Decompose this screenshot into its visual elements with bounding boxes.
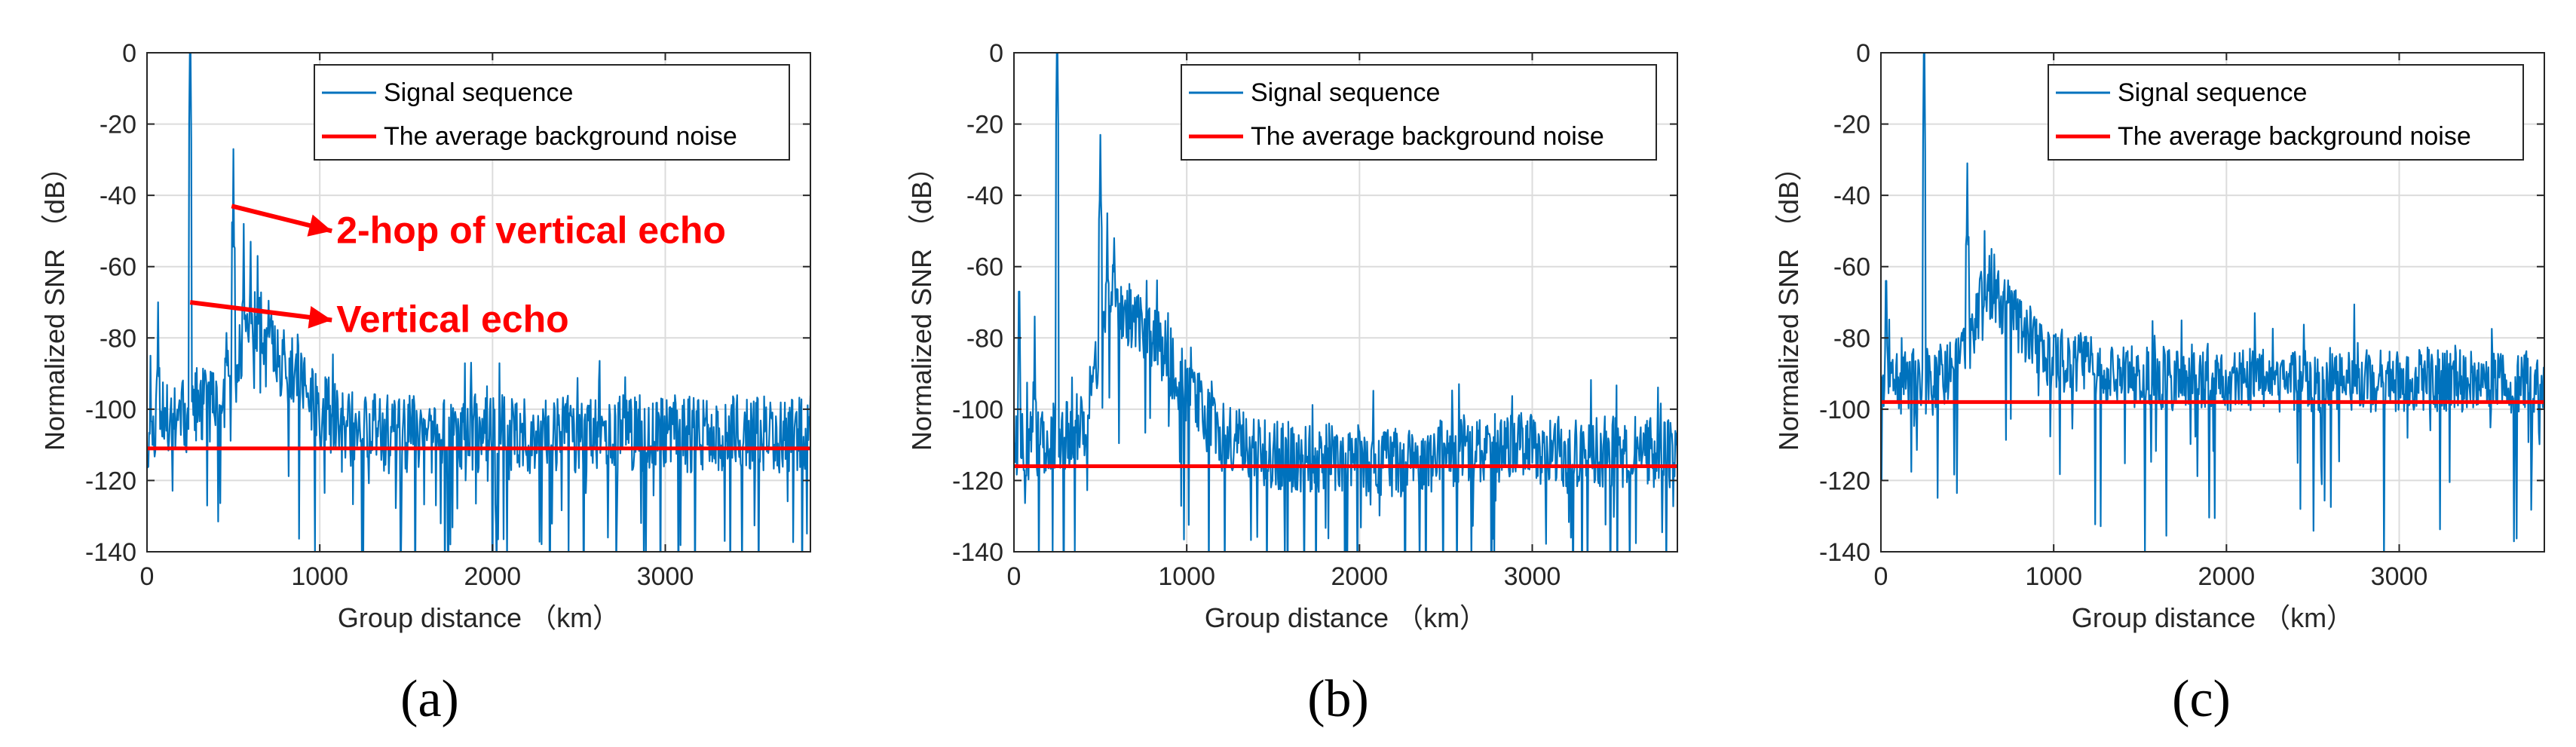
x-axis-label: Group distance （km）	[2072, 602, 2354, 633]
legend-signal-label: Signal sequence	[1251, 78, 1440, 107]
x-tick-label: 3000	[2371, 562, 2428, 591]
y-tick-label: -20	[966, 111, 1003, 139]
legend: Signal sequence The average background no…	[314, 64, 790, 161]
legend: Signal sequence The average background no…	[1181, 64, 1657, 161]
legend-noise-label: The average background noise	[2118, 122, 2471, 151]
y-tick-label: -140	[1819, 538, 1870, 567]
chart-panel-c: 0 1000 2000 3000 0 -20 -40 -60 -80 -100 -120 -140 Gr…	[1773, 39, 2545, 728]
legend: Signal sequence The average background no…	[2048, 64, 2524, 161]
axes-box	[146, 52, 811, 553]
legend-noise-label: The average background noise	[1251, 122, 1604, 151]
y-tick-label: -80	[1833, 324, 1870, 353]
y-tick-label: -60	[1833, 253, 1870, 282]
chart-panel-a: 0 1000 2000 3000 0 -20 -40 -60 -80 -100 -120 -140 Gr…	[39, 39, 811, 728]
x-tick-label: 2000	[2198, 562, 2256, 591]
panel-label: (a)	[400, 670, 459, 728]
legend-signal-label: Signal sequence	[384, 78, 573, 107]
signal-sequence-line	[1881, 53, 2544, 552]
y-axis-label: Normalized SNR （dB）	[1773, 154, 1804, 451]
legend-box	[2048, 64, 2524, 161]
plot-data	[1881, 53, 2544, 552]
y-axis-label: Normalized SNR （dB）	[906, 154, 937, 451]
y-tick-label: 0	[122, 39, 136, 68]
x-axis-label: Group distance （km）	[1205, 602, 1487, 633]
y-tick-label: -40	[100, 182, 136, 210]
y-tick-label: -80	[100, 324, 136, 353]
plot-data	[1014, 53, 1677, 552]
panel-label: (c)	[2172, 670, 2231, 728]
chart-panel-b: 0 1000 2000 3000 0 -20 -40 -60 -80 -100 -120 -140 Gr…	[906, 39, 1678, 728]
legend-signal-label: Signal sequence	[2118, 78, 2307, 107]
y-tick-label: -100	[1819, 396, 1870, 424]
x-tick-label: 3000	[637, 562, 694, 591]
y-tick-label: -20	[100, 111, 136, 139]
annotation-label: 2-hop of vertical echo	[336, 209, 726, 251]
y-tick-label: -60	[966, 253, 1003, 282]
x-tick-label: 0	[140, 562, 155, 591]
y-tick-label: 0	[989, 39, 1003, 68]
y-tick-label: -100	[85, 396, 136, 424]
x-tick-label: 0	[1007, 562, 1022, 591]
y-tick-label: -40	[1833, 182, 1870, 210]
plot-data	[147, 53, 810, 552]
x-tick-label: 0	[1874, 562, 1888, 591]
panel-label: (b)	[1307, 670, 1369, 728]
x-tick-label: 1000	[2025, 562, 2082, 591]
y-tick-label: -80	[966, 324, 1003, 353]
signal-sequence-line	[1014, 53, 1677, 552]
y-tick-label: -120	[1819, 467, 1870, 495]
x-tick-label: 2000	[464, 562, 522, 591]
y-tick-label: -140	[952, 538, 1003, 567]
y-tick-label: -120	[85, 467, 136, 495]
y-axis-label: Normalized SNR （dB）	[39, 154, 70, 451]
legend-box	[1181, 64, 1657, 161]
annotation-label: Vertical echo	[336, 298, 569, 341]
legend-box	[314, 64, 790, 161]
y-tick-label: -40	[966, 182, 1003, 210]
annotation-arrow	[189, 300, 332, 323]
x-tick-label: 1000	[1158, 562, 1215, 591]
y-tick-label: -20	[1833, 111, 1870, 139]
axes-box	[1880, 52, 2545, 553]
x-tick-label: 1000	[291, 562, 348, 591]
y-tick-label: 0	[1856, 39, 1870, 68]
x-tick-label: 2000	[1331, 562, 1389, 591]
x-tick-label: 3000	[1504, 562, 1561, 591]
y-tick-label: -120	[952, 467, 1003, 495]
axes-box	[1013, 52, 1678, 553]
annotation-arrowhead	[308, 306, 332, 329]
y-tick-label: -60	[100, 253, 136, 282]
y-tick-label: -100	[952, 396, 1003, 424]
x-axis-label: Group distance （km）	[338, 602, 620, 633]
y-tick-label: -140	[85, 538, 136, 567]
legend-noise-label: The average background noise	[384, 122, 737, 151]
annotation-arrowhead	[307, 214, 332, 237]
